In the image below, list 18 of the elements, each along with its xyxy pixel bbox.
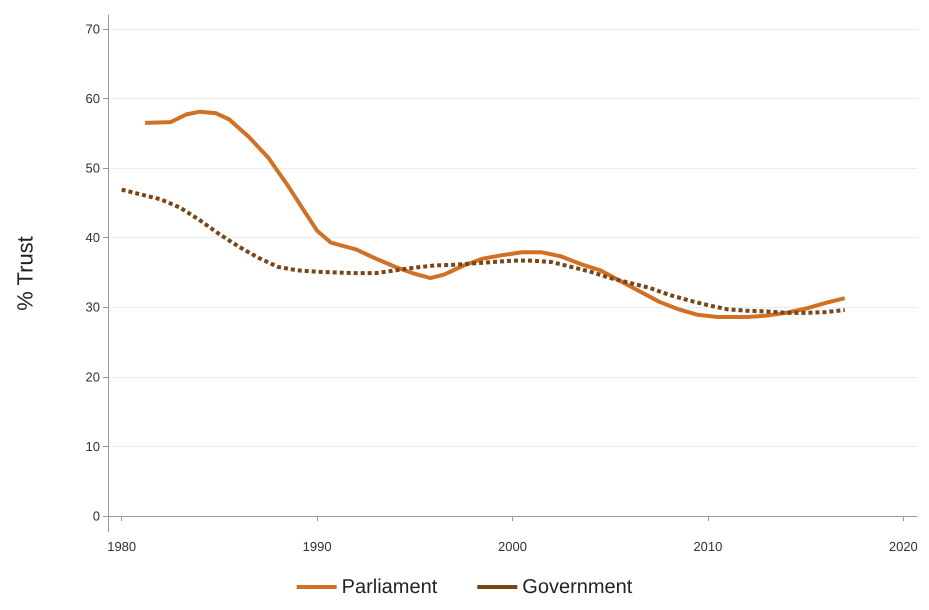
y-tick-label: 10 — [86, 438, 100, 454]
y-tick-label: 60 — [86, 91, 100, 106]
y-tick-label: 0 — [92, 508, 100, 524]
x-tick-label: 2020 — [888, 539, 918, 554]
line-series — [143, 110, 847, 319]
y-tick-label: 50 — [86, 160, 100, 176]
y-tick-label: 30 — [86, 300, 100, 315]
legend-label: Government — [522, 576, 633, 598]
line-series — [120, 188, 847, 315]
y-tick-label: 20 — [86, 369, 100, 384]
x-tick-label: 2000 — [498, 539, 527, 554]
y-axis-title: % Trust — [12, 236, 38, 311]
y-tick-label: 70 — [86, 21, 100, 36]
x-tick-label: 2010 — [693, 539, 722, 554]
y-tick-label: 40 — [86, 230, 100, 246]
x-tick-label: 1990 — [302, 539, 332, 554]
x-tick-label: 1980 — [107, 539, 136, 554]
legend-label: Parliament — [342, 576, 438, 598]
